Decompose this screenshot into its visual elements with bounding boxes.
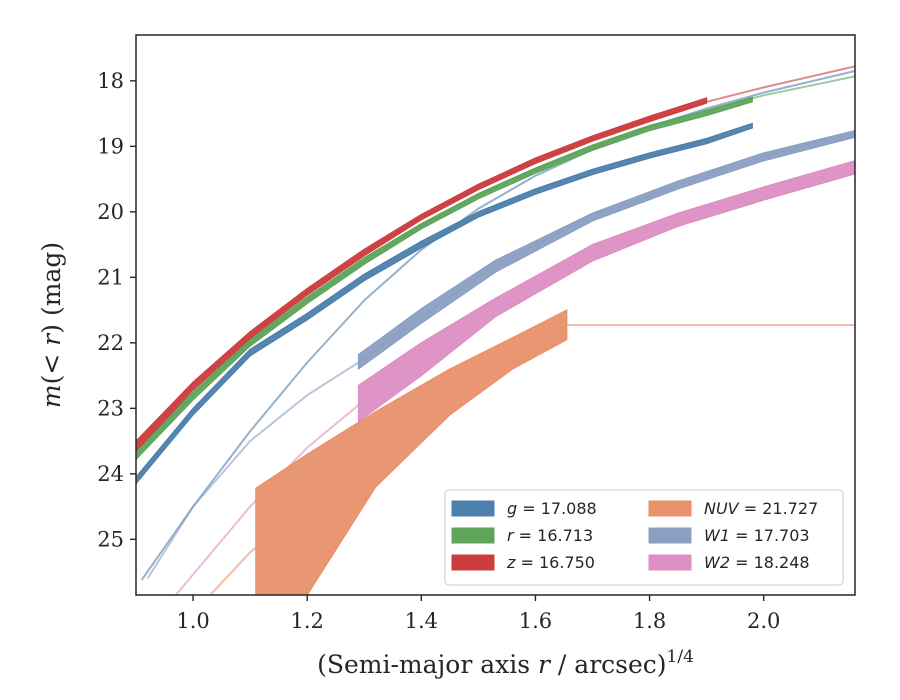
data-band-2 bbox=[136, 97, 708, 452]
legend-swatch bbox=[648, 500, 692, 517]
y-tick-label: 18 bbox=[97, 69, 124, 93]
legend-swatch bbox=[648, 554, 692, 571]
y-tick-label: 19 bbox=[97, 134, 124, 158]
y-axis-label: m(< r) (mag) bbox=[37, 242, 66, 408]
y-tick-label: 21 bbox=[97, 265, 124, 289]
x-axis: 1.0 1.2 1.4 1.6 1.8 2.0 bbox=[176, 595, 780, 633]
y-tick-label: 23 bbox=[97, 396, 124, 420]
legend-label: r = 16.713 bbox=[507, 526, 593, 545]
legend-swatch bbox=[648, 527, 692, 544]
series-layer bbox=[136, 65, 855, 595]
y-tick-label: 25 bbox=[97, 527, 124, 551]
x-tick-label: 1.0 bbox=[176, 609, 209, 633]
x-tick-label: 1.8 bbox=[633, 609, 666, 633]
model-curve-0 bbox=[140, 70, 855, 581]
x-tick-label: 1.2 bbox=[290, 609, 323, 633]
legend-swatch bbox=[451, 554, 495, 571]
x-tick-label: 1.4 bbox=[405, 609, 438, 633]
legend-swatch bbox=[451, 500, 495, 517]
model-curve-2 bbox=[136, 65, 855, 447]
data-band-3 bbox=[255, 309, 568, 595]
legend: g = 17.088 r = 16.713 z = 16.750 NUV = 21.7… bbox=[444, 489, 844, 586]
x-tick-label: 1.6 bbox=[519, 609, 552, 633]
data-band-5 bbox=[357, 160, 855, 423]
legend-box bbox=[444, 489, 844, 586]
data-band-1 bbox=[136, 96, 753, 461]
legend-label: W1 = 17.703 bbox=[704, 526, 810, 545]
legend-label: NUV = 21.727 bbox=[704, 499, 818, 518]
data-band-0 bbox=[136, 122, 753, 485]
y-tick-label: 24 bbox=[97, 462, 124, 486]
y-tick-label: 20 bbox=[97, 200, 124, 224]
y-axis: 18 19 20 21 22 23 24 25 bbox=[97, 69, 136, 551]
legend-label: W2 = 18.248 bbox=[704, 553, 810, 572]
x-axis-label: (Semi-major axis r / arcsec)1/4 bbox=[317, 647, 694, 679]
data-band-4 bbox=[357, 129, 855, 371]
x-tick-label: 2.0 bbox=[747, 609, 780, 633]
y-tick-label: 22 bbox=[97, 331, 124, 355]
plot-frame bbox=[135, 34, 856, 596]
legend-label: z = 16.750 bbox=[506, 553, 595, 572]
legend-swatch bbox=[451, 527, 495, 544]
legend-label: g = 17.088 bbox=[507, 499, 597, 518]
